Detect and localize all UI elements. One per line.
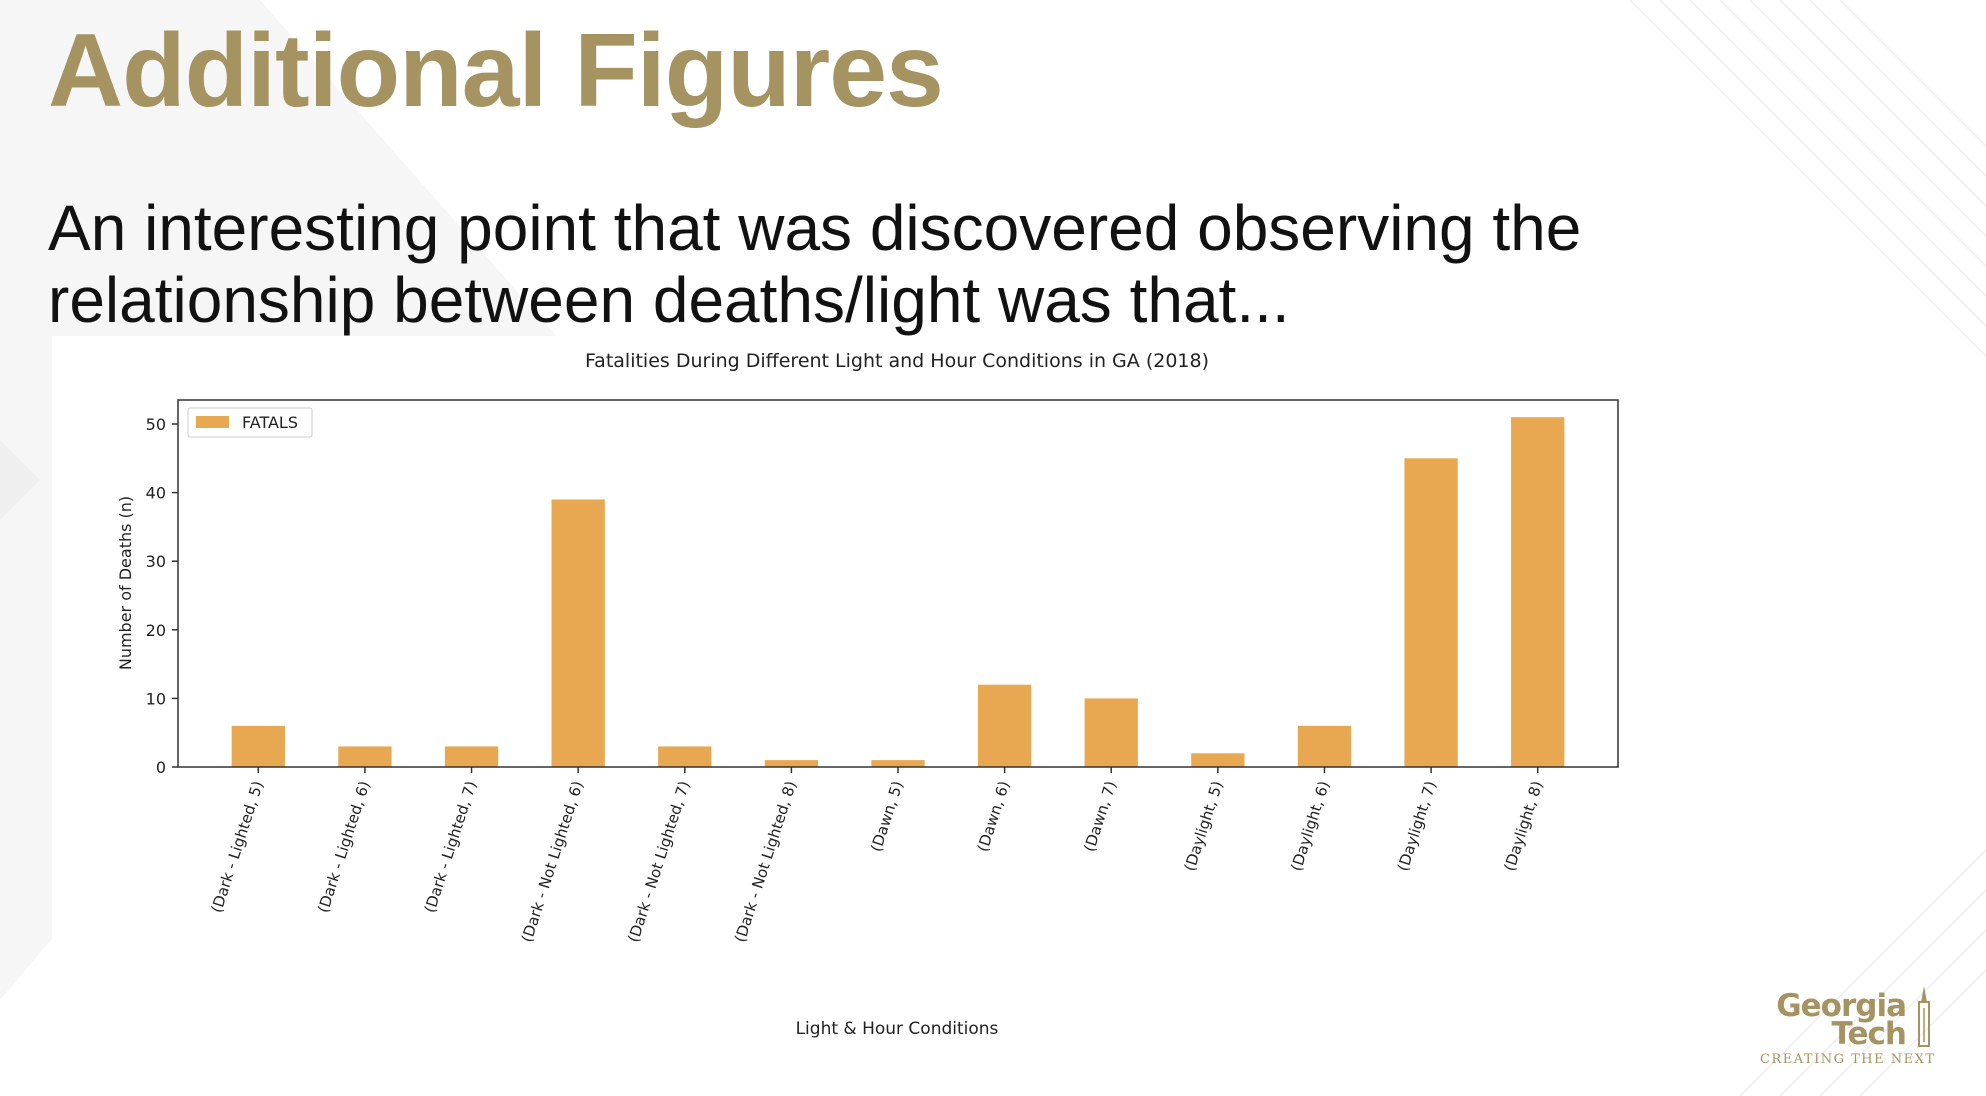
y-tick-label-3: 30 (146, 552, 166, 571)
logo-line-1: Georgia (1776, 988, 1907, 1024)
bar-6 (871, 760, 925, 767)
x-tick-label-11: (Daylight, 7) (1394, 779, 1440, 874)
georgia-tech-logo: Georgia Tech CREATING THE NEXT (1752, 984, 1962, 1072)
bar-5 (764, 760, 819, 767)
chart-title: Fatalities During Different Light and Ho… (585, 350, 1209, 372)
bar-12 (1511, 417, 1565, 767)
x-axis: (Dark - Lighted, 5) (Dark - Lighted, 6) (D… (207, 767, 1546, 945)
x-tick-label-8: (Dawn, 7) (1080, 779, 1120, 854)
y-axis: 0 10 20 30 40 50 (146, 415, 178, 777)
bar-9 (1191, 753, 1245, 767)
bar-chart: Fatalities During Different Light and Ho… (116, 350, 1619, 1039)
y-tick-label-5: 50 (146, 415, 166, 434)
bar-3 (551, 499, 605, 767)
plot-frame (177, 399, 1619, 768)
slide-title: Additional Figures (48, 13, 944, 129)
x-tick-label-10: (Daylight, 6) (1287, 779, 1333, 874)
x-tick-label-12: (Daylight, 8) (1500, 779, 1546, 874)
y-tick-label-1: 10 (146, 689, 166, 708)
logo-wordmark: Georgia Tech (1776, 988, 1907, 1052)
y-tick-label-4: 40 (146, 484, 166, 503)
x-tick-label-2: (Dark - Lighted, 7) (421, 779, 481, 915)
y-axis-label: Number of Deaths (n) (116, 496, 135, 670)
bar-11 (1404, 458, 1458, 767)
bars-layer (231, 417, 1565, 767)
tech-tower-icon (1918, 986, 1930, 1047)
legend: FATALS (187, 407, 313, 438)
bar-1 (338, 746, 392, 767)
x-tick-label-5: (Dark - Not Lighted, 8) (731, 779, 800, 945)
x-tick-label-7: (Dawn, 6) (974, 779, 1014, 854)
x-tick-label-1: (Dark - Lighted, 6) (314, 779, 374, 915)
legend-swatch (196, 416, 229, 428)
legend-label: FATALS (242, 413, 298, 432)
bar-4 (658, 746, 712, 767)
x-tick-label-3: (Dark - Not Lighted, 6) (518, 779, 587, 945)
bar-7 (977, 684, 1032, 767)
x-tick-label-4: (Dark - Not Lighted, 7) (624, 779, 693, 945)
x-tick-label-0: (Dark - Lighted, 5) (207, 779, 267, 915)
y-tick-label-2: 20 (146, 621, 166, 640)
bar-2 (444, 746, 499, 767)
x-tick-label-6: (Dawn, 5) (867, 779, 907, 854)
bar-8 (1084, 698, 1138, 767)
legend-box (187, 407, 313, 438)
bar-0 (231, 725, 285, 767)
x-tick-label-9: (Daylight, 5) (1181, 779, 1227, 874)
x-axis-label: Light & Hour Conditions (796, 1019, 999, 1039)
slide-body-text: An interesting point that was discovered… (48, 192, 1582, 336)
y-tick-label-0: 0 (156, 758, 166, 777)
chart-panel: Fatalities During Different Light and Ho… (52, 336, 1660, 1054)
logo-tagline: CREATING THE NEXT (1760, 1052, 1936, 1067)
bar-10 (1297, 725, 1352, 767)
logo-line-2: Tech (1831, 1016, 1907, 1052)
